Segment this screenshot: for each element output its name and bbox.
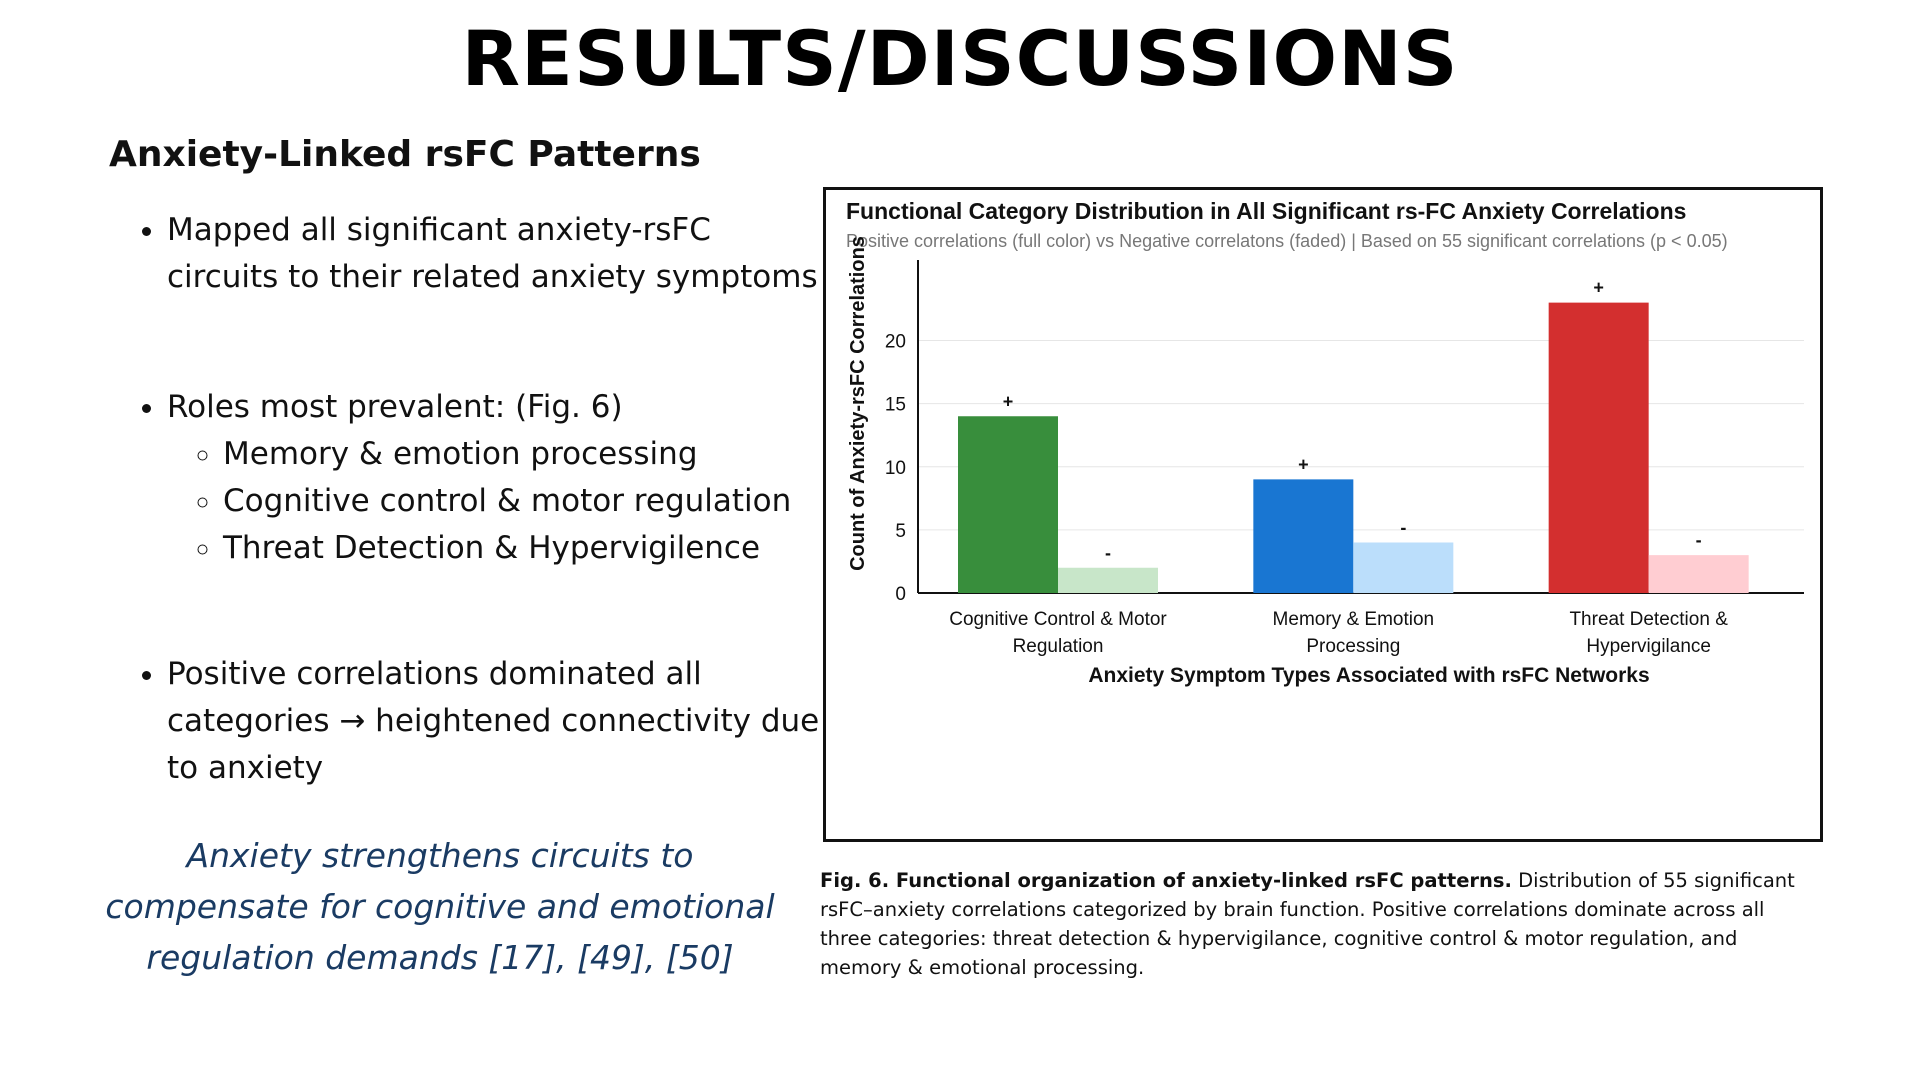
bar	[1548, 302, 1649, 593]
bar-sign-label: -	[1400, 518, 1406, 538]
sub-bullet-item: Cognitive control & motor regulation	[223, 478, 827, 525]
bar-sign-label: +	[1003, 391, 1014, 411]
bar-sign-label: +	[1593, 278, 1604, 298]
x-tick-label: Cognitive Control & Motor	[949, 609, 1167, 630]
y-tick-label: 15	[885, 395, 906, 416]
bullet-text: Roles most prevalent: (Fig. 6)	[167, 389, 623, 425]
bullet-item: Mapped all significant anxiety-rsFC circ…	[167, 207, 827, 301]
bullet-list: Roles most prevalent: (Fig. 6) Memory & …	[135, 384, 827, 572]
bullet-item: Positive correlations dominated all cate…	[167, 651, 827, 792]
y-axis-label: Count of Anxiety-rsFC Correlations	[847, 236, 869, 571]
x-tick-label: Hypervigilance	[1586, 636, 1711, 657]
y-tick-label: 5	[895, 521, 906, 542]
caption-bold: Fig. 6. Functional organization of anxie…	[820, 869, 1512, 892]
chart-subtitle: Positive correlations (full color) vs Ne…	[846, 231, 1728, 251]
section-heading: Anxiety-Linked rsFC Patterns	[109, 134, 701, 175]
x-tick-label: Threat Detection &	[1569, 609, 1728, 630]
bullet-item: Roles most prevalent: (Fig. 6) Memory & …	[167, 384, 827, 572]
y-tick-label: 20	[885, 332, 906, 353]
page-title: RESULTS/DISCUSSIONS	[461, 14, 1459, 103]
sub-bullet-item: Memory & emotion processing	[223, 431, 827, 478]
figure-caption: Fig. 6. Functional organization of anxie…	[820, 866, 1820, 982]
sub-bullet-list: Memory & emotion processing Cognitive co…	[167, 431, 827, 572]
bar-chart: 0 5 10 15 20 Count of Anxiety-rsFC Correlatio…	[847, 236, 1804, 687]
x-tick-label: Regulation	[1013, 636, 1104, 657]
x-tick-label: Memory & Emotion	[1273, 609, 1435, 630]
bullet-list: Mapped all significant anxiety-rsFC circ…	[135, 207, 827, 301]
bar	[1253, 479, 1354, 593]
bar-sign-label: +	[1298, 454, 1309, 474]
y-tick-label: 10	[885, 458, 906, 479]
sub-bullet-item: Threat Detection & Hypervigilence	[223, 525, 827, 572]
bar	[1058, 567, 1158, 593]
bar	[958, 416, 1058, 593]
bar-sign-label: -	[1696, 530, 1702, 550]
x-tick-label: Processing	[1306, 636, 1400, 657]
bar	[1648, 555, 1749, 593]
chart-title: Functional Category Distribution in All …	[846, 198, 1687, 224]
conclusion-text: Anxiety strengthens circuits to compensa…	[105, 836, 775, 977]
bullet-list: Positive correlations dominated all cate…	[135, 651, 827, 792]
y-tick-label: 0	[895, 584, 906, 605]
caption-text: Distribution of 55 significant rsFC–anxi…	[820, 869, 1795, 979]
bar-sign-label: -	[1105, 543, 1111, 563]
x-axis-label: Anxiety Symptom Types Associated with rs…	[1088, 664, 1649, 687]
chart-frame: Functional Category Distribution in All …	[823, 187, 1823, 842]
bar	[1353, 542, 1454, 593]
